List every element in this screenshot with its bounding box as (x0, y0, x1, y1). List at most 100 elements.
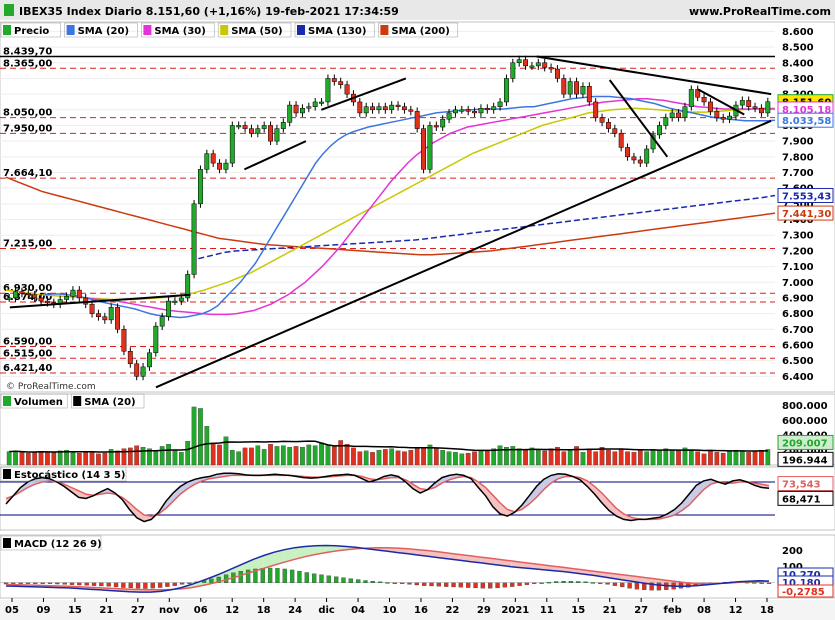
macd-histogram-bar (172, 582, 177, 586)
price-y-tick-label: 7.700 (782, 168, 814, 179)
volume-legend-item[interactable]: Volumen (0, 393, 68, 409)
stochastic-legend-item[interactable]: Estocástico (14 3 5) (0, 466, 127, 482)
macd-y-tick-label: 200 (782, 546, 803, 557)
macd-legend-item[interactable]: MACD (12 26 9) (0, 535, 102, 551)
volume-bar (293, 446, 299, 466)
macd-histogram-bar (245, 569, 251, 583)
candle (95, 313, 101, 317)
volume-bar (45, 452, 50, 466)
candle (688, 89, 694, 107)
macd-histogram-bar (165, 582, 170, 587)
volume-bar (733, 449, 739, 466)
macd-histogram-bar (333, 576, 339, 583)
candle (127, 350, 133, 365)
candle (669, 112, 675, 118)
price-value-box: 7.441,30 (777, 205, 834, 221)
stochastic-fill (165, 493, 174, 509)
macd-histogram-bar (77, 582, 82, 586)
candle (535, 62, 541, 67)
volume-bar (580, 452, 586, 466)
macd-histogram-bar (275, 568, 280, 583)
volume-bar (287, 446, 293, 466)
macd-histogram-bar (466, 582, 471, 588)
stochastic-fill (703, 479, 711, 490)
macd-histogram-bar (598, 582, 603, 584)
volume-bar (236, 451, 242, 466)
stochastic-fill (587, 480, 595, 495)
stochastic-fill (492, 495, 501, 514)
candle (242, 125, 248, 129)
price-y-tick-label: 6.600 (782, 340, 814, 351)
legend-box (378, 22, 459, 38)
stochastic-fill (20, 482, 28, 492)
x-tick-label: 27 (634, 605, 648, 616)
price-y-tick-label: 7.100 (782, 262, 814, 273)
candle (197, 169, 203, 205)
volume-bar (395, 450, 401, 466)
volume-bar (688, 449, 694, 466)
legend-item[interactable]: SMA (50) (217, 22, 292, 38)
volume-bar (140, 446, 146, 466)
volume-bar (51, 452, 57, 466)
macd-histogram-bar (554, 581, 559, 583)
candle (599, 117, 605, 123)
candle (325, 78, 331, 103)
trendline (320, 77, 407, 111)
stochastic-fill (681, 494, 690, 511)
stochastic-fill (536, 479, 544, 498)
macd-histogram-bar (121, 582, 126, 588)
macd-histogram-bar (289, 569, 295, 583)
candle (306, 106, 312, 109)
macd-histogram-bar (11, 582, 16, 584)
legend-item[interactable]: SMA (200) (378, 22, 459, 38)
x-tick-label: feb (663, 605, 681, 616)
legend-swatch (3, 396, 11, 406)
macd-histogram-bar (370, 581, 375, 583)
macd-fill (439, 551, 450, 559)
site-link[interactable]: www.ProRealTime.com (689, 5, 831, 18)
macd-histogram-bar (480, 582, 486, 589)
volume-bar (261, 449, 267, 466)
candle (191, 203, 197, 275)
candle (663, 117, 669, 126)
price-y-tick-label: 7.200 (782, 246, 814, 257)
volume-bar (89, 452, 95, 466)
candle (172, 300, 178, 303)
price-y-tick-label: 8.400 (782, 58, 814, 69)
legend-item[interactable]: SMA (20) (64, 22, 138, 38)
volume-bar (229, 449, 235, 466)
macd-fill (315, 545, 326, 555)
candle (452, 109, 458, 114)
volume-bar (300, 446, 305, 466)
x-tick-label: 12 (225, 605, 239, 616)
volume-bar (606, 449, 611, 466)
legend-item[interactable]: SMA (30) (141, 22, 215, 38)
volume-bar (38, 451, 44, 466)
price-value-box: 8.033,58 (777, 112, 834, 128)
level-label: 7.664,10 (3, 168, 52, 179)
volume-bar (599, 446, 605, 466)
candle (185, 274, 191, 299)
volume-bar (752, 450, 758, 466)
macd-histogram-bar (363, 580, 368, 583)
volume-value-box (777, 434, 834, 450)
macd-histogram-bar (583, 581, 588, 583)
macd-histogram-bar (260, 568, 265, 583)
candle (32, 294, 38, 299)
volume-bar (242, 447, 248, 466)
macd-line (5, 544, 770, 593)
macd-histogram-bar (106, 582, 111, 587)
legend-label: SMA (130) (308, 26, 366, 37)
legend-item[interactable]: SMA (130) (294, 22, 375, 38)
candle (248, 128, 254, 134)
legend-item[interactable]: Precio (0, 22, 61, 38)
sma200-line (5, 176, 776, 256)
macd-histogram-bar (407, 582, 412, 585)
macd-histogram-bar (150, 582, 155, 589)
volume-bar (70, 451, 76, 466)
candle (76, 289, 82, 299)
legend-label: Volumen (14, 397, 63, 408)
stochastic-fill (173, 486, 181, 502)
volume-legend-item[interactable]: SMA (20) (70, 393, 145, 409)
